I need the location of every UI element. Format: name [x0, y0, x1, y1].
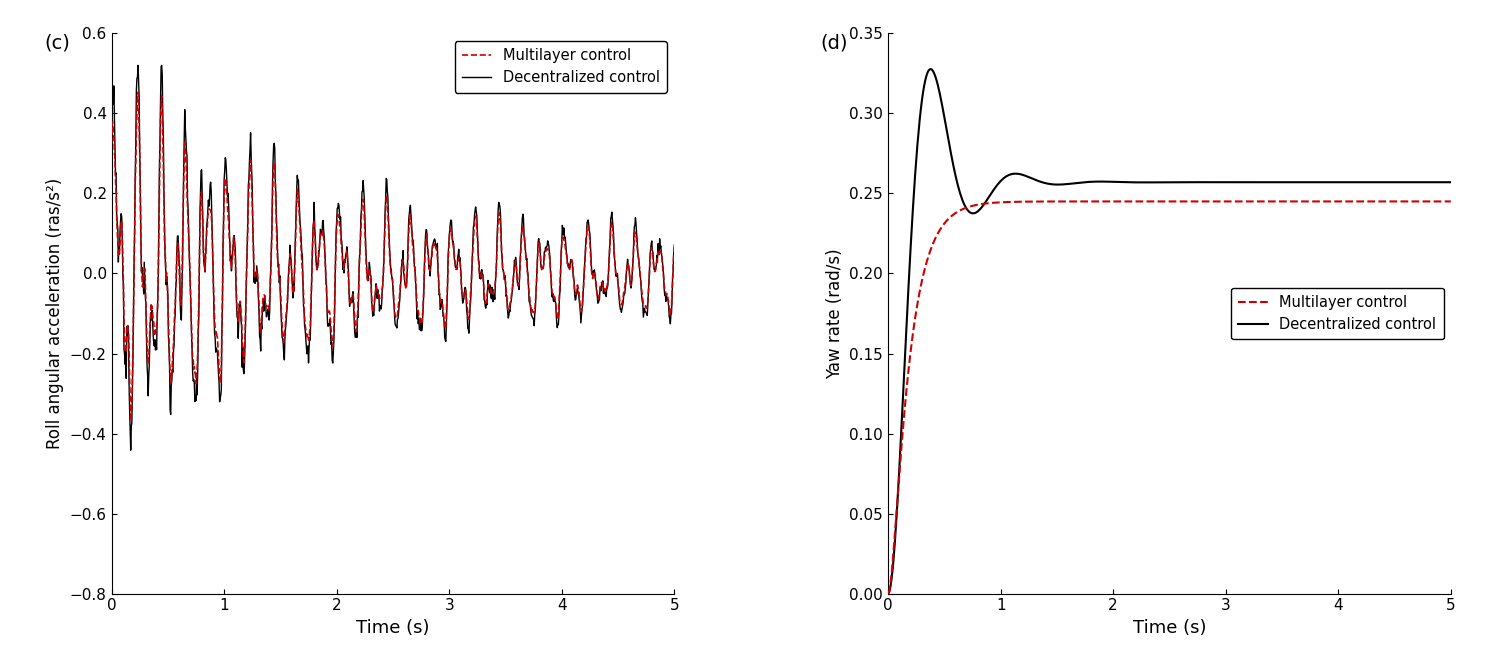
Decentralized control	[601, 234, 619, 242]
Decentralized control	[562, 257, 580, 265]
Line: Multilayer control: Multilayer control	[888, 201, 1451, 594]
Decentralized control	[1242, 178, 1260, 186]
Multilayer control	[103, 139, 121, 147]
Legend: Multilayer control, Decentralized control: Multilayer control, Decentralized contro…	[1231, 287, 1443, 340]
Multilayer control	[562, 255, 580, 263]
Decentralized control	[103, 128, 121, 136]
Line: Multilayer control: Multilayer control	[112, 92, 674, 421]
Decentralized control	[1442, 178, 1460, 186]
Decentralized control	[1347, 178, 1364, 186]
Legend: Multilayer control, Decentralized control: Multilayer control, Decentralized contro…	[454, 41, 667, 93]
Decentralized control	[1250, 178, 1268, 186]
Y-axis label: Yaw rate (rad/s): Yaw rate (rad/s)	[826, 248, 844, 379]
Decentralized control	[638, 301, 656, 309]
Multilayer control	[129, 88, 147, 96]
Line: Decentralized control: Decentralized control	[888, 69, 1451, 594]
Text: (d): (d)	[820, 33, 848, 52]
Y-axis label: Roll angular acceleration (ras/s²): Roll angular acceleration (ras/s²)	[46, 178, 64, 449]
Decentralized control	[665, 241, 683, 249]
Decentralized control	[1043, 180, 1061, 188]
Decentralized control	[542, 274, 559, 282]
Multilayer control	[122, 417, 140, 425]
Decentralized control	[129, 61, 147, 69]
Multilayer control	[1043, 197, 1061, 205]
Decentralized control	[1085, 177, 1103, 185]
Multilayer control	[1083, 197, 1101, 205]
Multilayer control	[1248, 197, 1266, 205]
Multilayer control	[879, 590, 897, 598]
Multilayer control	[542, 275, 559, 283]
Multilayer control	[638, 297, 656, 305]
Line: Decentralized control: Decentralized control	[112, 65, 674, 450]
Text: (c): (c)	[45, 33, 70, 52]
Decentralized control	[122, 446, 140, 454]
Multilayer control	[219, 189, 237, 197]
Multilayer control	[601, 237, 619, 245]
Multilayer control	[138, 342, 156, 350]
Multilayer control	[1019, 197, 1037, 205]
Decentralized control	[138, 362, 156, 370]
Multilayer control	[1442, 197, 1460, 205]
X-axis label: Time (s): Time (s)	[1132, 619, 1207, 637]
Multilayer control	[665, 245, 683, 253]
Multilayer control	[1345, 197, 1363, 205]
Decentralized control	[219, 181, 237, 189]
Decentralized control	[923, 65, 940, 73]
Decentralized control	[1019, 173, 1037, 181]
X-axis label: Time (s): Time (s)	[356, 619, 430, 637]
Decentralized control	[879, 590, 897, 598]
Multilayer control	[1241, 197, 1259, 205]
